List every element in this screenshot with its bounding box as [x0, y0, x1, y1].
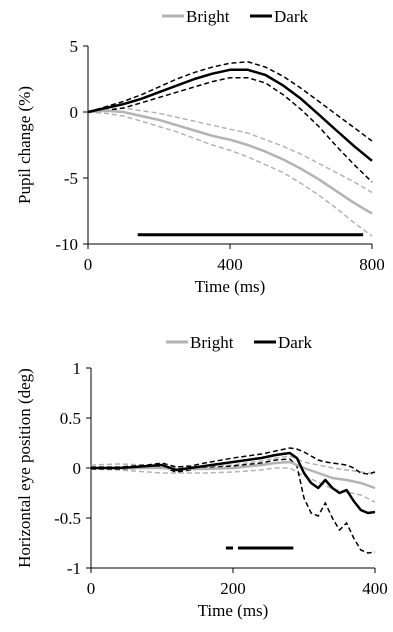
dark-lower-bound — [87, 76, 373, 183]
y-tick-label: -10 — [55, 235, 78, 254]
y-axis-label: Horizontal eye position (deg) — [15, 368, 34, 568]
bright-series-line — [87, 109, 373, 215]
dark-upper-bound — [91, 447, 376, 475]
bright-series-line — [91, 460, 376, 490]
dark-series-line — [87, 68, 373, 162]
bright-lower-bound — [90, 467, 376, 503]
bright-upper-bound — [87, 107, 373, 194]
dark-lower-bound — [91, 458, 376, 554]
x-tick-label: 800 — [359, 255, 385, 274]
x-tick-label: 400 — [362, 579, 388, 598]
legend-entry-dark: Dark — [274, 7, 308, 26]
bright-lower-bound — [87, 111, 373, 237]
chart-1: 5 0 -5 -10 0 400 800 Time (ms) Pupil change (%) B… — [15, 7, 385, 296]
y-tick-label: 0 — [73, 459, 82, 478]
legend-entry-dark: Dark — [278, 333, 312, 352]
chart-2: 1 0.5 0 -0.5 -1 0 200 400 Time (ms) Horizontal ey… — [15, 333, 388, 620]
y-tick-label: 5 — [70, 37, 79, 56]
x-axis-label: Time (ms) — [195, 277, 266, 296]
x-tick-label: 0 — [87, 579, 96, 598]
y-tick-label: -5 — [64, 169, 78, 188]
legend-entry-bright: Bright — [190, 333, 234, 352]
dark-series-line — [91, 451, 376, 515]
dark-upper-bound — [87, 61, 373, 142]
x-tick-label: 0 — [84, 255, 93, 274]
y-tick-label: 0 — [70, 103, 79, 122]
y-tick-label: -0.5 — [54, 509, 81, 528]
bright-upper-bound — [90, 455, 376, 475]
y-tick-label: 1 — [73, 359, 82, 378]
x-tick-label: 200 — [220, 579, 246, 598]
y-tick-label: 0.5 — [60, 409, 81, 428]
legend-entry-bright: Bright — [186, 7, 230, 26]
y-tick-label: -1 — [67, 559, 81, 578]
x-axis-label: Time (ms) — [198, 601, 269, 620]
x-tick-label: 400 — [217, 255, 243, 274]
y-axis-label: Pupil change (%) — [15, 86, 34, 204]
